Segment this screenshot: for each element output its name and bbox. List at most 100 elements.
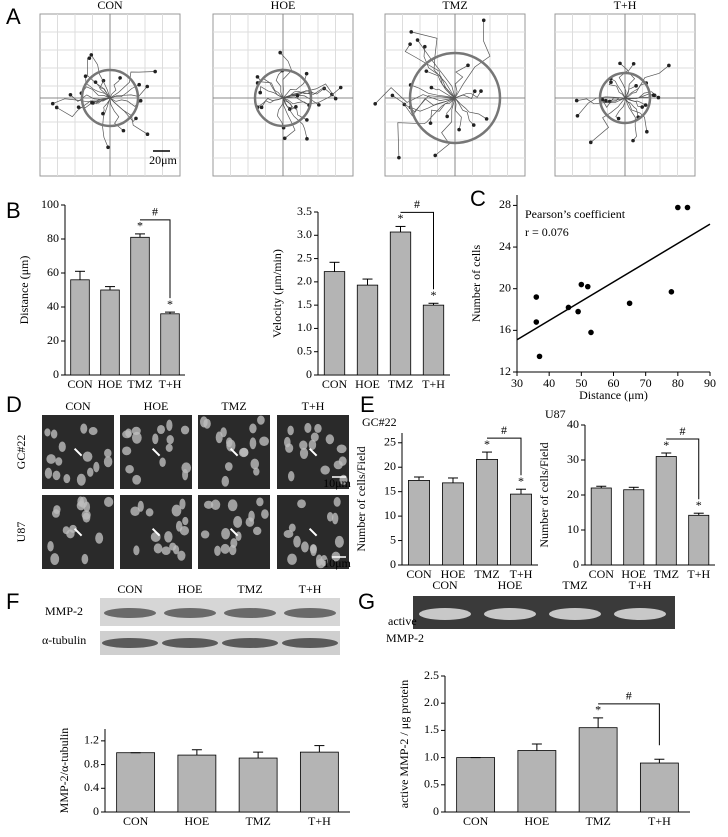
annotation: r = 0.076 — [525, 225, 569, 239]
trajectory — [624, 97, 643, 108]
nucleus — [179, 498, 186, 510]
trajectory — [618, 63, 629, 99]
trajectory — [282, 93, 298, 99]
bracket-label: # — [414, 197, 420, 211]
band — [224, 608, 276, 618]
x-tick-label: T+H — [159, 377, 182, 391]
nucleus — [220, 543, 230, 554]
nucleus — [200, 530, 210, 539]
x-tick-label: HOE — [98, 377, 123, 391]
nucleus — [203, 500, 214, 509]
y-tick-label: 30 — [567, 452, 579, 466]
panel-letter: F — [6, 589, 19, 614]
nucleus — [224, 462, 233, 471]
significance-star: * — [484, 437, 490, 451]
trajectory — [91, 97, 111, 105]
endpoint — [305, 118, 309, 122]
endpoint — [466, 63, 470, 68]
nucleus — [150, 531, 161, 542]
trajectory — [374, 87, 456, 105]
nucleus — [182, 516, 189, 526]
endpoint — [634, 84, 638, 88]
endpoint — [93, 80, 98, 84]
nucleus — [334, 535, 344, 548]
nucleus — [287, 425, 294, 436]
trajectory — [109, 86, 148, 99]
endpoint — [76, 105, 81, 109]
nucleus — [171, 504, 182, 517]
scale-bar-label: 20μm — [149, 153, 177, 167]
nucleus — [159, 457, 166, 467]
endpoint — [153, 69, 157, 74]
trajectory — [454, 97, 487, 120]
bar — [130, 236, 150, 376]
panel-letter: C — [470, 186, 486, 211]
nucleus — [301, 541, 309, 553]
endpoint — [472, 89, 477, 94]
trajectory — [446, 97, 456, 117]
nucleus — [58, 441, 66, 453]
nucleus — [131, 426, 141, 436]
y-tick-label: 2.0 — [297, 274, 312, 288]
trajectory — [615, 97, 626, 119]
band — [419, 608, 471, 620]
y-axis-label: Number of cells/Field — [354, 446, 368, 551]
y-tick-label: 25 — [384, 435, 396, 449]
nucleus — [287, 471, 295, 482]
bar — [323, 271, 346, 376]
y-axis-label: Distance (μm) — [17, 256, 31, 325]
trajectory — [434, 97, 456, 156]
x-tick-label: T+H — [422, 377, 445, 391]
panel-letter: A — [6, 4, 21, 29]
bar — [70, 279, 90, 376]
trajectory — [109, 77, 121, 99]
nucleus — [316, 558, 326, 569]
trajectory — [397, 97, 456, 158]
nucleus — [253, 526, 262, 536]
x-tick-label: HOE — [355, 377, 380, 391]
arrow — [308, 447, 318, 457]
nucleus — [320, 465, 330, 475]
x-tick-label: TMZ — [388, 377, 413, 391]
endpoint — [616, 116, 621, 121]
arrow — [151, 447, 161, 457]
y-tick-label: 0 — [93, 804, 99, 818]
endpoint — [134, 116, 138, 121]
x-tick-label: 70 — [640, 376, 652, 390]
lane-label: HOE — [178, 582, 203, 596]
nucleus — [157, 424, 166, 435]
nucleus — [104, 496, 114, 508]
trajectory — [282, 90, 311, 99]
mean-circle — [598, 71, 652, 125]
nucleus — [95, 532, 104, 544]
bar — [100, 289, 120, 376]
endpoint — [481, 18, 486, 23]
x-tick-label: T+H — [648, 814, 671, 828]
bracket — [598, 703, 660, 746]
x-tick-label: HOE — [441, 567, 466, 581]
nucleus — [299, 447, 309, 460]
y-tick-label: 1.5 — [424, 722, 439, 736]
nucleus — [259, 436, 269, 447]
trajectory — [275, 70, 284, 99]
trajectory — [608, 81, 626, 99]
y-tick-label: 24 — [499, 239, 511, 253]
trajectory — [81, 86, 111, 99]
endpoint — [54, 105, 59, 110]
trajectory — [91, 54, 111, 99]
endpoint — [575, 113, 580, 118]
endpoint — [373, 101, 378, 106]
y-tick-label: 0.5 — [424, 777, 439, 791]
endpoint — [631, 61, 636, 66]
y-tick-label: 0 — [306, 367, 312, 381]
lane-label: CON — [117, 582, 143, 596]
band-label: MMP-2 — [45, 604, 83, 618]
y-tick-label: 1.2 — [84, 733, 99, 747]
endpoint — [87, 56, 92, 60]
y-tick-label: 1.0 — [297, 320, 312, 334]
nucleus — [166, 435, 174, 445]
nucleus — [288, 523, 296, 532]
trajectory — [624, 97, 648, 132]
nucleus — [175, 520, 183, 532]
